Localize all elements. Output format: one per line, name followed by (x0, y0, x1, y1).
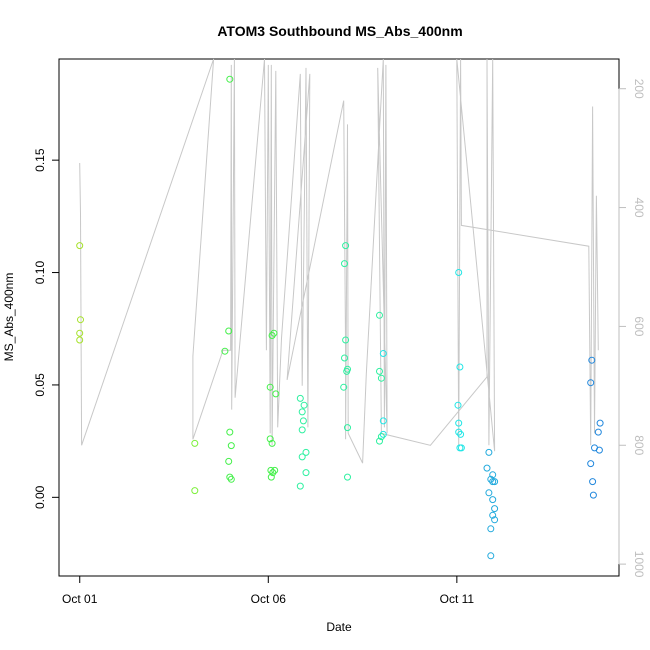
data-point (377, 433, 385, 441)
data-point (589, 478, 597, 486)
data-point (298, 453, 306, 461)
data-point (596, 419, 604, 427)
y2-tick-label: 600 (632, 316, 646, 336)
data-point (341, 260, 348, 268)
y2-tick-label: 400 (632, 198, 646, 218)
data-point (376, 367, 383, 375)
data-point (296, 482, 304, 490)
data-point (587, 460, 595, 468)
data-point (191, 487, 199, 495)
data-point (376, 437, 383, 445)
data-point (299, 417, 307, 425)
data-point (268, 439, 276, 447)
data-point (379, 350, 387, 357)
data-point (227, 475, 235, 483)
data-point (267, 473, 275, 481)
data-point (298, 408, 306, 416)
data-point (487, 475, 495, 483)
data-point (270, 329, 278, 337)
data-point (221, 347, 229, 355)
data-point (455, 428, 463, 436)
data-point (268, 332, 276, 339)
data-point (485, 489, 493, 497)
data-point (266, 383, 274, 391)
data-point (457, 444, 465, 452)
data-point (343, 367, 351, 375)
data-point (342, 336, 350, 344)
y-tick-label: 0.10 (33, 261, 47, 285)
data-point (225, 457, 233, 465)
data-point (489, 478, 497, 486)
y-axis: 0.00 0.05 0.10 0.15 (33, 148, 60, 509)
data-point (485, 448, 493, 456)
data-point (487, 525, 495, 533)
secondary-y-axis: 200 400 600 800 1000 (618, 79, 646, 578)
data-point (77, 316, 84, 324)
data-point (379, 417, 387, 425)
data-point (454, 401, 462, 409)
data-point (302, 469, 310, 477)
y-tick-label: 0.00 (33, 485, 47, 509)
x-tick-label: Oct 11 (440, 592, 475, 606)
x-axis-label: Date (326, 620, 352, 634)
data-point (491, 505, 499, 513)
data-point (457, 430, 465, 438)
data-point (491, 478, 499, 486)
data-point (487, 552, 495, 560)
y-tick-label: 0.15 (33, 148, 47, 172)
data-point (483, 464, 491, 472)
data-point (272, 390, 280, 398)
data-point (588, 356, 596, 364)
x-tick-label: Oct 06 (251, 592, 287, 606)
data-point (341, 354, 348, 362)
data-point (76, 242, 84, 250)
x-tick-label: Oct 01 (62, 592, 98, 606)
data-point (269, 469, 277, 477)
data-point (271, 466, 279, 474)
y2-tick-label: 800 (632, 435, 646, 455)
data-point (594, 428, 602, 436)
data-point (226, 428, 234, 436)
data-point (340, 383, 348, 391)
x-axis: Oct 01 Oct 06 Oct 11 (62, 575, 475, 606)
chart-title: ATOM3 Southbound MS_Abs_400nm (217, 23, 462, 39)
data-point (225, 327, 233, 335)
data-point (296, 394, 304, 402)
data-point (191, 439, 199, 447)
data-point (376, 311, 383, 319)
y2-tick-label: 200 (632, 79, 646, 99)
y-tick-label: 0.05 (33, 373, 47, 397)
data-point (456, 363, 464, 371)
secondary-series-line (79, 58, 599, 464)
secondary-line-series (79, 58, 599, 464)
data-point (489, 471, 497, 479)
y-axis-label: MS_Abs_400nm (2, 273, 16, 362)
data-point (226, 75, 234, 83)
y2-tick-label: 1000 (632, 551, 646, 578)
data-point (489, 496, 497, 504)
data-point (227, 442, 235, 450)
data-point (76, 329, 84, 337)
data-point (377, 374, 385, 382)
data-point (302, 448, 310, 456)
data-point (298, 426, 306, 434)
data-point (76, 336, 84, 344)
data-point (267, 466, 275, 474)
data-point (455, 419, 463, 427)
data-point (589, 491, 597, 499)
data-point (344, 473, 351, 481)
data-point (489, 511, 497, 519)
data-point (491, 516, 499, 524)
data-point (342, 242, 350, 250)
data-point (587, 379, 595, 387)
data-point (300, 401, 308, 409)
plot-frame (58, 58, 620, 577)
data-point (379, 430, 387, 438)
data-point (455, 269, 463, 276)
data-point (266, 435, 274, 443)
data-point (595, 446, 603, 454)
scatter-points (76, 75, 604, 560)
data-point (344, 424, 351, 432)
